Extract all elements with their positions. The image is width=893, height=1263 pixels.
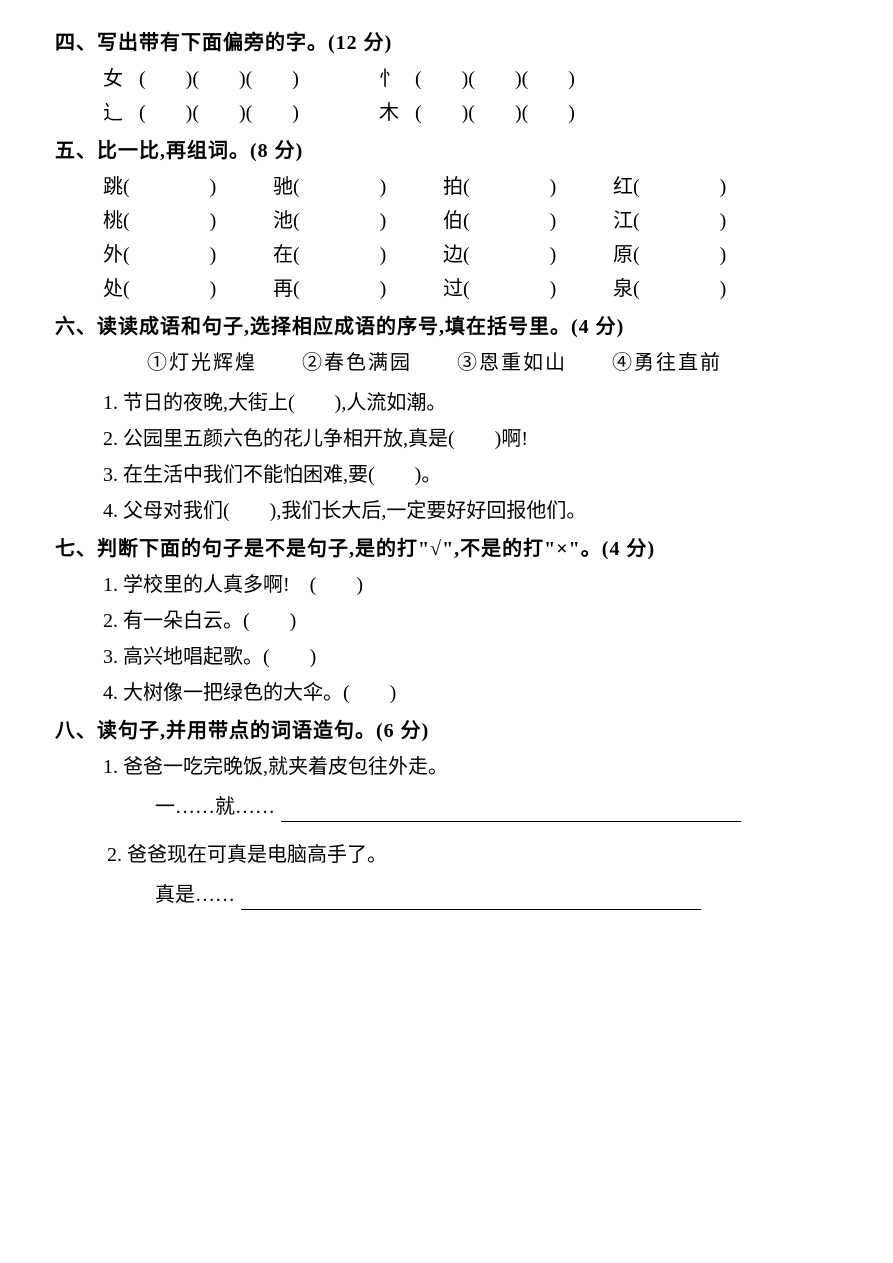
idiom-option: ③恩重如山 xyxy=(457,352,567,374)
blank[interactable]: ( ) xyxy=(633,210,726,232)
sec4-row-1: 女 ( )( )( ) 忄 ( )( )( ) xyxy=(55,64,838,94)
blank[interactable]: ( ) xyxy=(123,278,216,300)
pattern-label: 一……就…… xyxy=(155,792,275,822)
blank[interactable]: ( ) xyxy=(123,176,216,198)
blank[interactable]: ( ) xyxy=(633,176,726,198)
write-line[interactable] xyxy=(281,802,741,822)
blank[interactable]: ( ) xyxy=(123,210,216,232)
blank[interactable]: ( ) xyxy=(633,244,726,266)
blank[interactable]: ( ) xyxy=(463,210,556,232)
sec8-answer-1: 一……就…… xyxy=(55,792,838,822)
sec6-q4[interactable]: 4. 父母对我们( ),我们长大后,一定要好好回报他们。 xyxy=(55,496,838,526)
radical-label: 辶 xyxy=(103,98,139,128)
sec5-row: 桃( ) 池( ) 伯( ) 江( ) xyxy=(55,206,765,236)
idiom-options: ①灯光辉煌 ②春色满园 ③恩重如山 ④勇往直前 xyxy=(55,348,838,378)
blank[interactable]: ( ) xyxy=(293,176,386,198)
char-label: 边 xyxy=(443,244,463,266)
blank-triple[interactable]: ( )( )( ) xyxy=(415,98,575,128)
sec6-q3[interactable]: 3. 在生活中我们不能怕困难,要( )。 xyxy=(55,460,838,490)
sec7-q3[interactable]: 3. 高兴地唱起歌。( ) xyxy=(55,642,838,672)
blank-triple[interactable]: ( )( )( ) xyxy=(139,98,299,128)
char-label: 江 xyxy=(613,210,633,232)
blank[interactable]: ( ) xyxy=(463,244,556,266)
blank[interactable]: ( ) xyxy=(463,176,556,198)
idiom-option: ①灯光辉煌 xyxy=(147,352,257,374)
char-label: 拍 xyxy=(443,176,463,198)
sec7-q2[interactable]: 2. 有一朵白云。( ) xyxy=(55,606,838,636)
char-label: 跳 xyxy=(103,176,123,198)
char-label: 原 xyxy=(613,244,633,266)
blank-triple[interactable]: ( )( )( ) xyxy=(415,64,575,94)
char-label: 过 xyxy=(443,278,463,300)
radical-label: 女 xyxy=(103,64,139,94)
blank[interactable]: ( ) xyxy=(293,278,386,300)
sec4-row-2: 辶 ( )( )( ) 木 ( )( )( ) xyxy=(55,98,838,128)
radical-label: 木 xyxy=(379,98,415,128)
write-line[interactable] xyxy=(241,890,701,910)
sec8-q2: 2. 爸爸现在可真是电脑高手了。 xyxy=(55,840,838,870)
char-label: 处 xyxy=(103,278,123,300)
char-label: 泉 xyxy=(613,278,633,300)
char-label: 伯 xyxy=(443,210,463,232)
pattern-label: 真是…… xyxy=(155,880,235,910)
idiom-option: ④勇往直前 xyxy=(612,352,722,374)
section-6-heading: 六、读读成语和句子,选择相应成语的序号,填在括号里。(4 分) xyxy=(55,312,838,342)
section-4-heading: 四、写出带有下面偏旁的字。(12 分) xyxy=(55,28,838,58)
section-8-heading: 八、读句子,并用带点的词语造句。(6 分) xyxy=(55,716,838,746)
blank[interactable]: ( ) xyxy=(123,244,216,266)
sec5-row: 处( ) 再( ) 过( ) 泉( ) xyxy=(55,274,765,304)
radical-label: 忄 xyxy=(379,64,415,94)
sec5-row: 跳( ) 驰( ) 拍( ) 红( ) xyxy=(55,172,765,202)
section-7-heading: 七、判断下面的句子是不是句子,是的打"√",不是的打"×"。(4 分) xyxy=(55,534,838,564)
sec8-q1: 1. 爸爸一吃完晚饭,就夹着皮包往外走。 xyxy=(55,752,838,782)
char-label: 红 xyxy=(613,176,633,198)
sec5-row: 外( ) 在( ) 边( ) 原( ) xyxy=(55,240,765,270)
char-label: 桃 xyxy=(103,210,123,232)
blank[interactable]: ( ) xyxy=(293,210,386,232)
blank[interactable]: ( ) xyxy=(463,278,556,300)
blank[interactable]: ( ) xyxy=(293,244,386,266)
char-label: 驰 xyxy=(273,176,293,198)
sec7-q4[interactable]: 4. 大树像一把绿色的大伞。( ) xyxy=(55,678,838,708)
char-label: 池 xyxy=(273,210,293,232)
blank-triple[interactable]: ( )( )( ) xyxy=(139,64,299,94)
char-label: 再 xyxy=(273,278,293,300)
idiom-option: ②春色满园 xyxy=(302,352,412,374)
sec7-q1[interactable]: 1. 学校里的人真多啊! ( ) xyxy=(55,570,838,600)
sec8-answer-2: 真是…… xyxy=(55,880,838,910)
sec6-q2[interactable]: 2. 公园里五颜六色的花儿争相开放,真是( )啊! xyxy=(55,424,838,454)
sec6-q1[interactable]: 1. 节日的夜晚,大街上( ),人流如潮。 xyxy=(55,388,838,418)
char-label: 在 xyxy=(273,244,293,266)
section-5-heading: 五、比一比,再组词。(8 分) xyxy=(55,136,838,166)
char-label: 外 xyxy=(103,244,123,266)
blank[interactable]: ( ) xyxy=(633,278,726,300)
